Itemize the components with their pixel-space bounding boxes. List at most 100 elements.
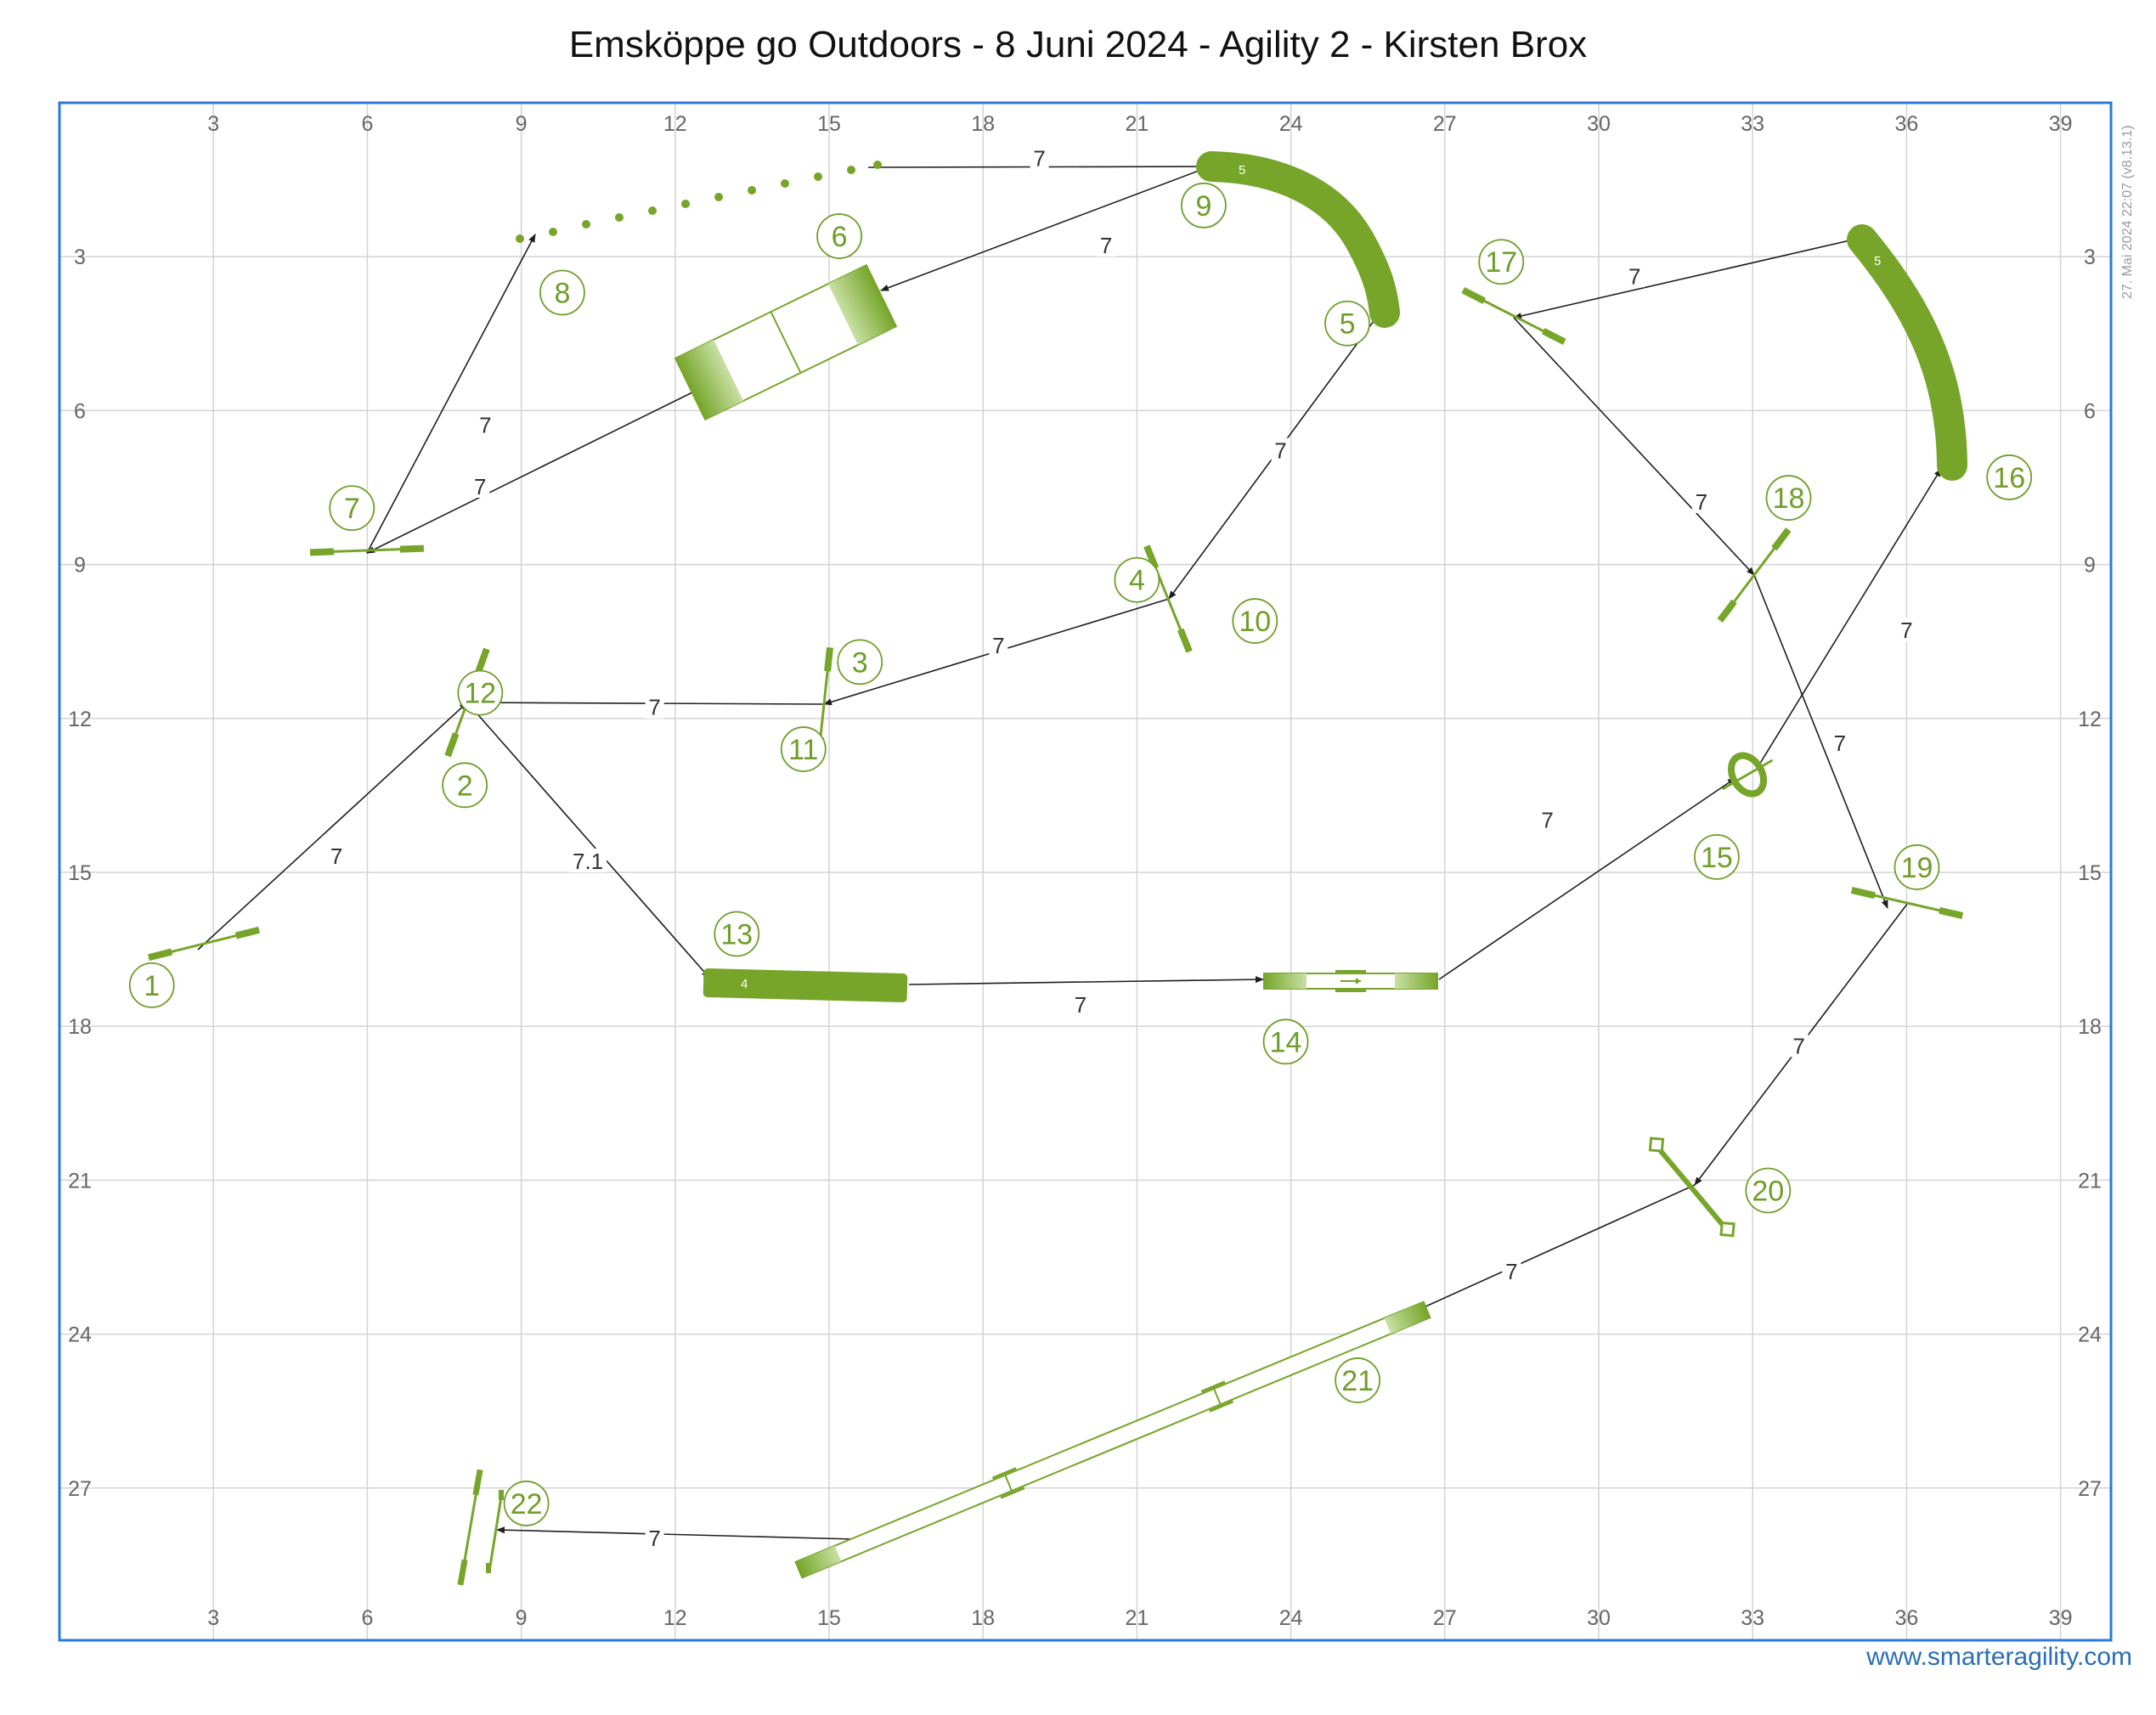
y-tick-right: 27 — [2078, 1477, 2102, 1501]
jump-19 — [1850, 887, 1964, 919]
path-7-8 — [366, 234, 536, 554]
distance-label: 7 — [1097, 233, 1116, 258]
obstacle-number-7: 7 — [329, 485, 375, 532]
svg-text:7: 7 — [1696, 489, 1707, 515]
distance-label: 7.1 — [569, 848, 607, 874]
obstacle-number-15: 15 — [1694, 833, 1740, 880]
x-tick-top: 6 — [361, 112, 373, 136]
svg-text:20: 20 — [1752, 1175, 1784, 1207]
distance-label: 7 — [1625, 263, 1645, 289]
weave-poles-8 — [516, 161, 882, 243]
distance-label: 7 — [1789, 1033, 1809, 1058]
y-tick-left: 9 — [74, 554, 86, 578]
x-tick-top: 15 — [817, 112, 841, 136]
jump-7 — [309, 544, 425, 556]
svg-text:12: 12 — [464, 678, 496, 710]
obstacle-number-17: 17 — [1478, 239, 1525, 285]
obstacle-number-5: 5 — [1324, 300, 1370, 347]
x-tick-bottom: 39 — [2049, 1606, 2073, 1630]
svg-text:16: 16 — [1993, 462, 2025, 494]
distance-label: 7 — [645, 1526, 664, 1551]
path-14-15 — [1438, 777, 1736, 980]
svg-text:7: 7 — [479, 413, 491, 438]
distance-label: 7 — [471, 474, 490, 499]
distance-label: 7 — [1691, 489, 1711, 515]
obstacle-number-9: 9 — [1181, 182, 1227, 228]
svg-text:21: 21 — [1341, 1365, 1374, 1397]
y-tick-left: 15 — [68, 861, 92, 885]
y-tick-right: 9 — [2084, 554, 2096, 578]
svg-text:9: 9 — [1195, 190, 1211, 223]
x-tick-bottom: 3 — [207, 1606, 219, 1630]
svg-text:7: 7 — [1900, 618, 1912, 643]
path-21-22 — [496, 1526, 855, 1540]
svg-text:7: 7 — [1075, 992, 1086, 1018]
svg-text:19: 19 — [1901, 852, 1933, 884]
svg-text:7: 7 — [1834, 731, 1846, 756]
x-tick-bottom: 12 — [663, 1606, 687, 1630]
svg-text:7: 7 — [474, 474, 486, 499]
footer-link[interactable]: www.smarteragility.com — [1866, 1643, 2132, 1671]
distance-label: 7 — [327, 843, 347, 869]
page-title: Emsköppe go Outdoors - 8 Juni 2024 - Agi… — [568, 24, 1588, 65]
obstacle-number-16: 16 — [1986, 454, 2033, 500]
y-tick-right: 18 — [2078, 1015, 2102, 1039]
y-tick-left: 6 — [74, 399, 86, 423]
svg-text:7: 7 — [1541, 808, 1553, 833]
tunnel-16: 5 — [1847, 224, 1967, 481]
obstacle-number-10: 10 — [1232, 598, 1278, 644]
y-tick-right: 3 — [2084, 245, 2096, 269]
svg-text:7.1: 7.1 — [573, 849, 603, 874]
distance-label: 7 — [989, 633, 1008, 658]
dog-walk-21 — [794, 1300, 1431, 1579]
x-tick-bottom: 30 — [1587, 1606, 1611, 1630]
x-tick-bottom: 18 — [971, 1606, 995, 1630]
y-tick-right: 21 — [2078, 1169, 2102, 1193]
distance-label: 7 — [1897, 618, 1916, 643]
x-tick-top: 36 — [1894, 112, 1918, 136]
svg-text:1: 1 — [144, 970, 160, 1002]
y-tick-left: 24 — [68, 1323, 92, 1347]
obstacle-number-20: 20 — [1745, 1167, 1792, 1214]
y-tick-right: 24 — [2078, 1323, 2102, 1347]
axis-labels: 3366991212151518182121242427273030333336… — [68, 112, 2102, 1630]
y-tick-right: 15 — [2078, 861, 2102, 885]
course-path — [197, 163, 1942, 1540]
svg-text:4: 4 — [741, 977, 748, 991]
path-16-17 — [1513, 239, 1854, 319]
svg-text:7: 7 — [1792, 1033, 1804, 1058]
path-1-2 — [197, 702, 468, 951]
x-tick-bottom: 21 — [1125, 1606, 1149, 1630]
distance-label: 7 — [1030, 145, 1049, 171]
obstacles: 4 5 5 — [148, 151, 1967, 1586]
y-tick-left: 27 — [68, 1477, 92, 1501]
field-frame — [58, 101, 2113, 1642]
obstacle-number-4: 4 — [1114, 556, 1160, 603]
obstacle-number-18: 18 — [1765, 475, 1812, 521]
svg-text:8: 8 — [554, 277, 570, 309]
jump-18 — [1717, 527, 1792, 623]
x-tick-bottom: 33 — [1741, 1606, 1764, 1630]
a-frame-6 — [674, 263, 898, 421]
x-tick-top: 3 — [207, 112, 219, 136]
svg-text:22: 22 — [511, 1488, 543, 1520]
path-13-14 — [908, 976, 1264, 985]
path-9-6 — [880, 165, 1213, 291]
obstacle-number-13: 13 — [714, 911, 760, 957]
svg-text:17: 17 — [1485, 246, 1517, 279]
svg-text:4: 4 — [1129, 565, 1145, 597]
y-tick-left: 3 — [74, 245, 86, 269]
wall-20 — [1648, 1137, 1736, 1238]
path-6-7 — [366, 392, 693, 554]
svg-text:10: 10 — [1239, 606, 1271, 638]
obstacle-number-14: 14 — [1262, 1018, 1309, 1065]
svg-text:14: 14 — [1270, 1026, 1302, 1058]
obstacle-number-8: 8 — [539, 269, 585, 316]
svg-text:18: 18 — [1773, 482, 1805, 515]
svg-text:7: 7 — [330, 843, 342, 869]
grid — [59, 103, 2111, 1640]
svg-text:7: 7 — [1033, 145, 1045, 171]
svg-text:5: 5 — [1874, 254, 1881, 268]
